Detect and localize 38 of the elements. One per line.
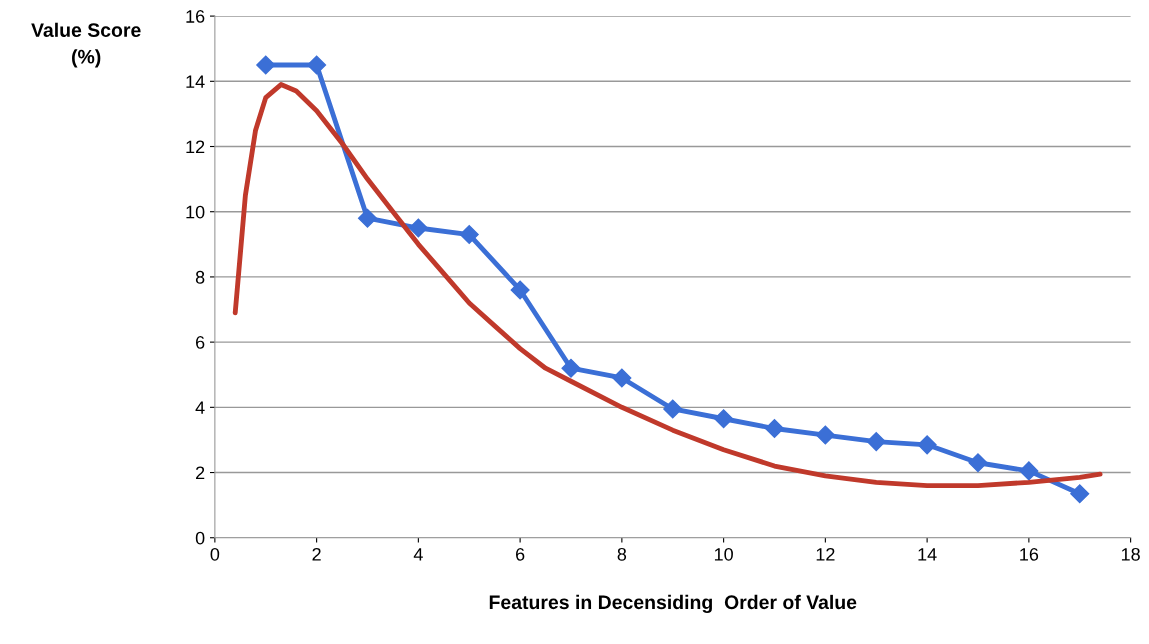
x-tick-label: 6: [516, 547, 525, 561]
y-axis-title: Value Score (%): [31, 22, 141, 68]
point: [968, 453, 988, 473]
x-tick-label: 16: [1020, 547, 1039, 561]
y-tick-label: 14: [186, 75, 205, 88]
x-tick-label: 0: [210, 547, 220, 561]
point: [815, 425, 835, 445]
point: [714, 409, 734, 429]
point: [764, 418, 785, 439]
point: [1019, 461, 1039, 481]
y-tick-label: 12: [186, 140, 205, 154]
x-axis-title: Features in Decensiding Order of Value: [489, 594, 857, 614]
y-tick-label: 2: [196, 466, 205, 480]
x-tick-label: 14: [918, 548, 937, 561]
point: [866, 432, 886, 452]
point: [256, 55, 276, 75]
point: [408, 218, 428, 238]
y-tick-label: 8: [195, 270, 205, 284]
point: [510, 280, 530, 300]
point: [1070, 484, 1090, 504]
y-tick-label: 0: [195, 531, 205, 545]
point: [459, 225, 479, 245]
point: [612, 368, 632, 388]
y-tick-label: 10: [186, 205, 205, 219]
point: [663, 399, 683, 419]
y-tick-label: 6: [196, 336, 205, 349]
point: [357, 208, 378, 228]
x-tick-label: 4: [413, 548, 423, 561]
x-tick-label: 8: [617, 547, 627, 561]
x-tick-label: 12: [816, 547, 835, 561]
y-tick-label: 4: [195, 401, 205, 414]
x-tick-label: 10: [714, 547, 733, 561]
x-tick-label: 2: [312, 547, 321, 561]
y-tick-label: 16: [186, 10, 205, 23]
x-tick-label: 18: [1121, 547, 1140, 561]
point: [307, 55, 327, 75]
point: [561, 358, 581, 378]
point: [917, 435, 937, 455]
